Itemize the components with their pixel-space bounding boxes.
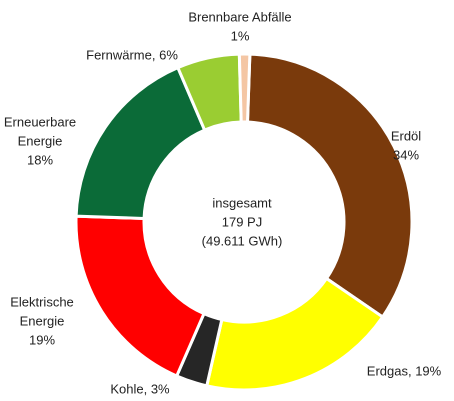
donut-slice [74,214,206,378]
center-label: insgesamt [212,195,272,210]
data-label: Brennbare Abfälle [188,9,291,24]
data-label: Energie [18,133,63,148]
data-label: 19% [29,332,55,347]
data-label: Energie [20,313,65,328]
data-label: Erdöl [391,128,421,143]
center-label: 179 PJ [222,214,262,229]
donut-slice [74,65,207,221]
center-label: (49.611 GWh) [202,233,283,248]
donut-slice [237,52,252,124]
data-label: Erdgas, 19% [367,363,442,378]
data-label: 18% [27,152,53,167]
data-label: Fernwärme, 6% [86,47,178,62]
data-label: Elektrische [10,294,74,309]
data-label: 34% [393,147,419,162]
data-label: Erneuerbare [4,114,76,129]
data-label: 1% [231,28,250,43]
data-label: Kohle, 3% [110,381,170,396]
donut-slice [245,52,414,320]
